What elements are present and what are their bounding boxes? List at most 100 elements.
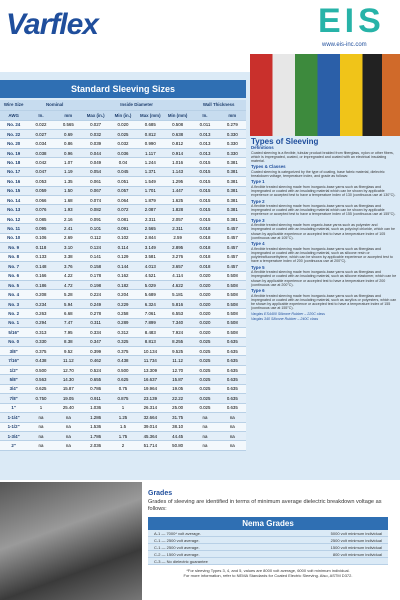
table-cell: No. 5 (0, 280, 28, 291)
table-cell: 0.027 (81, 120, 110, 130)
table-cell: 0.655 (81, 374, 110, 385)
table-cell: 0.015 (191, 157, 219, 168)
table-cell: 45.364 (136, 431, 164, 442)
table-cell: 9.525 (163, 346, 192, 357)
table-cell: No. 17 (0, 167, 28, 178)
table-cell: 39.014 (136, 422, 164, 432)
table-cell: 0.508 (218, 327, 246, 338)
table-cell: 0.198 (81, 280, 110, 291)
table-row: No. 8 0.133 3.38 0.141 0.129 3.581 3.276 0.018 0… (0, 252, 246, 263)
table-cell: 0.812 (136, 129, 164, 140)
table-cell: 3.76 (54, 261, 82, 272)
table-cell: na (218, 412, 246, 423)
table-cell: 19.05 (54, 393, 82, 404)
table-row: 1-3/4" na na 1.786 1.75 45.364 44.45 na na (0, 431, 246, 442)
table-cell: 0.86 (54, 138, 82, 149)
footnote-line: For more information, refer to NEMA Stan… (183, 573, 353, 578)
table-cell: 0.020 (191, 299, 219, 310)
table-cell: No. 10 (0, 233, 28, 244)
table-cell: 1.625 (163, 195, 192, 206)
group-header: Wire Size (0, 100, 28, 111)
table-cell: 0.106 (27, 233, 55, 244)
table-cell: 2.087 (136, 204, 164, 215)
table-row: No. 6 0.166 4.22 0.178 0.162 4.521 4.114 0.020 0… (0, 271, 246, 281)
table-cell: 0.638 (163, 129, 192, 140)
sizes-table: Wire Size Nominal Inside Diameter Wall Thic… (0, 100, 246, 451)
table-cell: 2.565 (136, 223, 164, 234)
table-row: 2" na na 2.036 2 51.714 50.80 na na (0, 440, 246, 451)
table-cell: 4.22 (54, 271, 82, 281)
table-cell: 0.381 (218, 176, 246, 187)
table-cell: 4.622 (163, 280, 192, 291)
table-cell: 0.141 (81, 252, 110, 263)
footnote: *For sleeving Types 3, 4, and 5, values … (148, 568, 388, 578)
table-cell: 1.93 (54, 204, 82, 215)
table-cell: 0.457 (218, 242, 246, 253)
types-section: Types of Sleeving Definitions Coated sle… (251, 137, 397, 322)
table-cell: 0.057 (109, 186, 137, 197)
footnote-line: *For sleeving Types 3, 4, and 5, values … (186, 568, 350, 573)
table-cell: No. 1 (0, 318, 28, 329)
table-cell: No. 16 (0, 176, 28, 187)
table-row: No. 16 0.053 1.35 0.061 0.051 1.549 1.295 0.015… (0, 176, 246, 187)
table-cell: 1" (0, 403, 28, 414)
heading: Type 5 (251, 264, 265, 270)
table-cell: na (54, 431, 82, 442)
table-cell: na (27, 440, 55, 451)
notes: Varglas ES4400 Silicone Rubber – 220C cl… (251, 312, 397, 322)
table-cell: 2.59 (163, 233, 192, 244)
column-header: Min (in.) (109, 110, 137, 121)
table-cell: 3.276 (163, 252, 192, 263)
group-header: Nominal (27, 100, 82, 111)
heading: Type 2 (251, 198, 265, 204)
table-cell: 0.025 (191, 355, 219, 366)
table-cell: 0.457 (218, 233, 246, 244)
table-cell: 11.12 (54, 355, 82, 366)
table-cell: 0.278 (81, 308, 110, 319)
table-cell: No. 6 (0, 271, 28, 281)
table-row: No. 3 0.234 5.94 0.249 0.229 6.324 5.816 0.020 0… (0, 299, 246, 310)
table-cell: 1.35 (54, 176, 82, 187)
table-cell: 0.375 (109, 346, 137, 357)
table-cell: na (27, 422, 55, 432)
table-cell: 15.87 (163, 374, 192, 385)
factory-photo (0, 482, 142, 600)
table-row: 3/4" 0.625 15.87 0.786 0.75 19.964 19.05 0.025 0… (0, 384, 246, 395)
table-cell: 51.714 (136, 440, 164, 451)
table-cell: 0.015 (191, 167, 219, 178)
table-cell: 0.325 (109, 337, 137, 348)
table-cell: 6.553 (163, 308, 192, 319)
heading: Type 1 (251, 179, 265, 185)
table-cell: 1.68 (54, 195, 82, 206)
table-cell: 0.381 (218, 214, 246, 225)
table-cell: 0.381 (218, 204, 246, 215)
table-cell: 0.076 (27, 204, 55, 215)
table-cell: 0.032 (81, 129, 110, 140)
table-cell: 0.018 (191, 252, 219, 263)
column-header-row: AWG In. mm Max (in.) Min (in.) Max (mm) Min (m… (0, 110, 246, 121)
table-cell: 0.018 (191, 242, 219, 253)
grade-cell: A-1 — 7000* volt average. (154, 531, 201, 536)
table-row: No. 5 0.186 4.72 0.198 0.182 5.029 4.622 0.020 0… (0, 280, 246, 291)
table-cell: 3.581 (136, 252, 164, 263)
table-cell: 0.457 (218, 223, 246, 234)
table-cell: 13.309 (136, 365, 164, 376)
table-cell: 0.685 (136, 120, 164, 130)
grade-row: C-3 — No dielectric guarantee (148, 558, 388, 565)
column-header: In. (191, 110, 219, 121)
table-row: No. 0 0.330 8.38 0.347 0.325 8.813 8.255 0.025 0… (0, 337, 246, 348)
table-cell: 0.875 (109, 393, 137, 404)
table-cell: No. 15 (0, 186, 28, 197)
table-cell: 0.330 (218, 129, 246, 140)
table-cell: 5.94 (54, 299, 82, 310)
table-cell: 38.10 (163, 422, 192, 432)
table-cell: 2.036 (81, 440, 110, 451)
table-row: No. 15 0.059 1.50 0.067 0.057 1.701 1.447 0.015… (0, 186, 246, 197)
table-cell: 1.447 (163, 186, 192, 197)
table-cell: 0.462 (81, 355, 110, 366)
table-cell: 0.036 (109, 148, 137, 159)
table-cell: 0.381 (218, 186, 246, 197)
group-header: Wall Thickness (191, 100, 246, 111)
table-cell: 0.162 (109, 271, 137, 281)
table-cell: No. 2 (0, 308, 28, 319)
